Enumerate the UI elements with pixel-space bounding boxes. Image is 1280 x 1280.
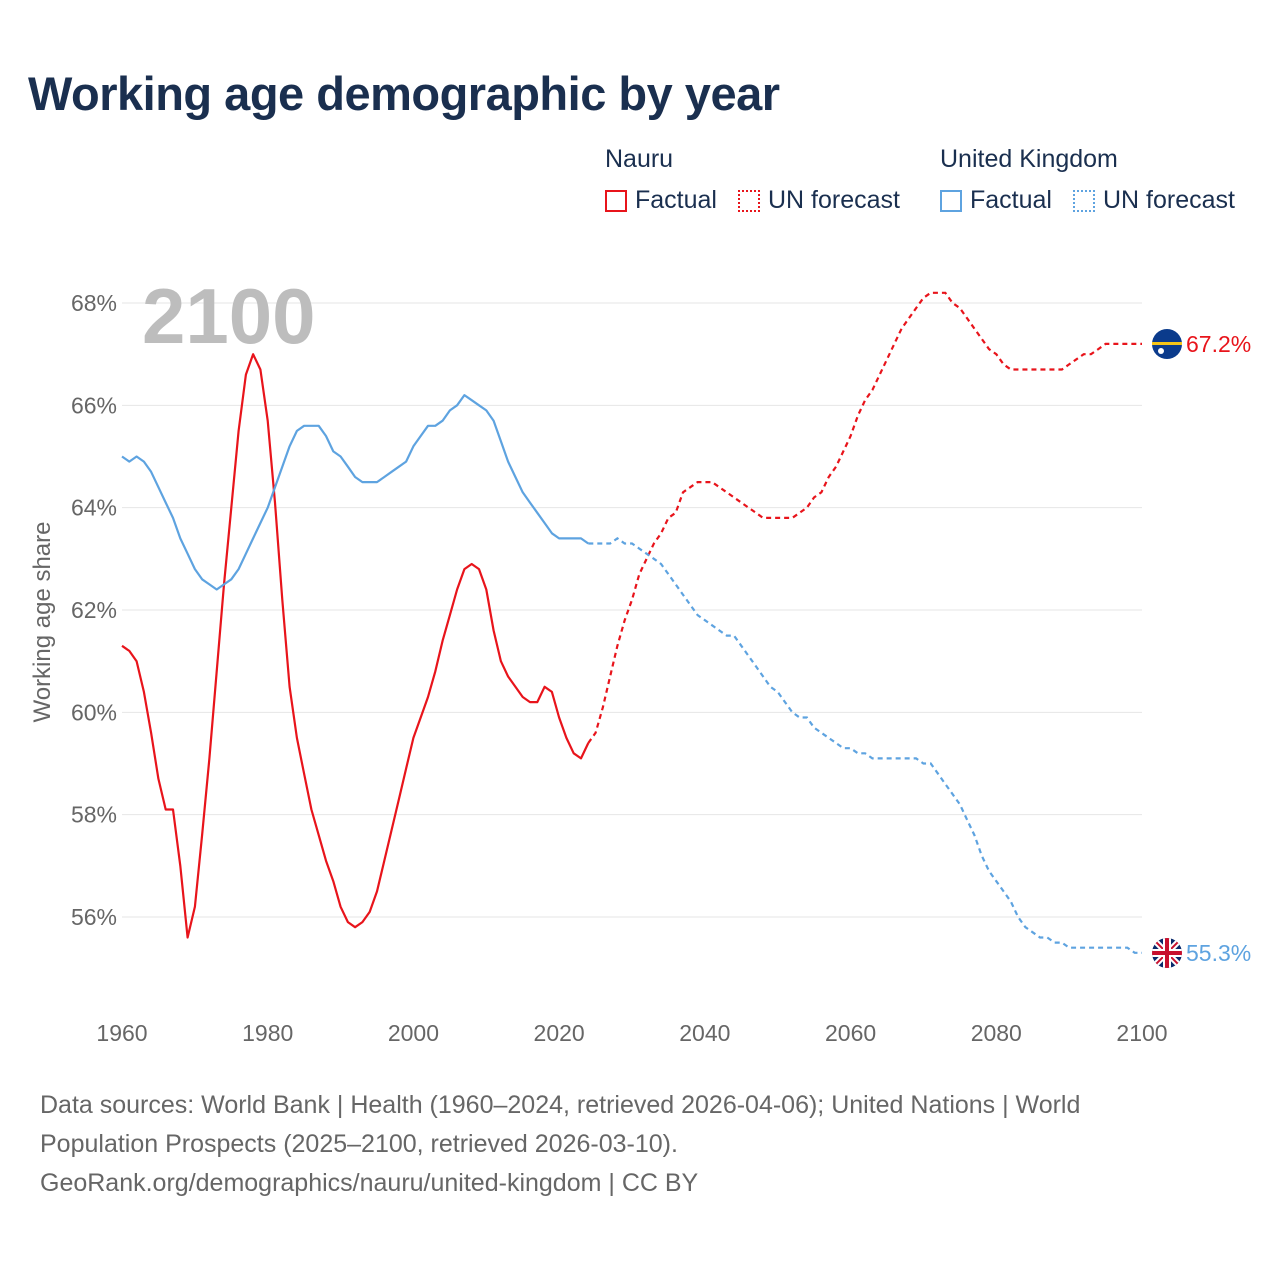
y-tick-label-66: 66% (71, 392, 117, 418)
footer-line-3: GeoRank.org/demographics/nauru/united-ki… (40, 1169, 699, 1197)
legend-item-uk-factual[interactable]: Factual (940, 186, 1052, 215)
footer-sources: Data sources: World Bank | Health (1960–… (40, 1086, 1220, 1203)
x-axis-ticks: 1960 1980 2000 2020 2040 2060 2080 2100 (96, 1020, 1167, 1046)
x-tick-label-2100: 2100 (1116, 1020, 1167, 1046)
x-tick-label-2080: 2080 (971, 1020, 1022, 1046)
y-axis-label: Working age share (29, 522, 56, 723)
legend-swatch-uk-factual (940, 189, 962, 212)
x-tick-label-2060: 2060 (825, 1020, 876, 1046)
legend-swatch-nauru-forecast (738, 189, 760, 212)
y-tick-label-58: 58% (71, 802, 117, 828)
footer-line-2: Population Prospects (2025–2100, retriev… (40, 1130, 678, 1158)
legend-group-united-kingdom: United Kingdom (940, 145, 1118, 173)
legend-item-nauru-forecast[interactable]: UN forecast (738, 186, 900, 215)
legend-label-uk-factual: Factual (970, 186, 1052, 214)
series-line-nauru-factual (121, 353, 590, 939)
y-tick-label-60: 60% (71, 699, 117, 725)
legend-label-uk-forecast: UN forecast (1103, 186, 1235, 214)
x-tick-label-2040: 2040 (679, 1020, 730, 1046)
x-tick-label-1980: 1980 (242, 1020, 293, 1046)
legend-label-nauru-forecast: UN forecast (768, 186, 900, 214)
end-markers: 67.2% 55.3% (1186, 331, 1251, 966)
grid-lines (122, 302, 1142, 918)
legend-swatch-uk-forecast (1073, 189, 1095, 212)
line-chart: 56% 58% 60% 62% 64% 66% 68% 1960 1980 2000 2020 20… (29, 272, 1251, 1046)
x-tick-label-2000: 2000 (388, 1020, 439, 1046)
legend-item-nauru-factual[interactable]: Factual (605, 186, 717, 215)
legend-swatch-nauru-factual (605, 189, 627, 212)
end-label-nauru: 67.2% (1186, 331, 1251, 357)
end-label-united-kingdom: 55.3% (1186, 940, 1251, 966)
series-line-nauru-forecast (587, 291, 1142, 744)
legend-item-uk-forecast[interactable]: UN forecast (1073, 186, 1235, 215)
footer-line-1: Data sources: World Bank | Health (1960–… (40, 1091, 1081, 1119)
series-lines (121, 291, 1142, 954)
x-tick-label-2020: 2020 (534, 1020, 585, 1046)
series-line-united-kingdom-factual (121, 394, 589, 591)
y-tick-label-68: 68% (71, 290, 117, 316)
nauru-flag-icon (1152, 329, 1182, 359)
y-tick-label-64: 64% (71, 495, 117, 521)
united-kingdom-flag-icon (1152, 938, 1182, 968)
legend-label-nauru-factual: Factual (635, 186, 717, 214)
y-tick-label-56: 56% (71, 904, 117, 930)
legend-group-nauru: Nauru (605, 145, 674, 173)
series-line-united-kingdom-forecast (588, 537, 1142, 954)
y-tick-label-62: 62% (71, 597, 117, 623)
year-watermark: 2100 (142, 272, 316, 360)
chart-title: Working age demographic by year (28, 67, 780, 120)
y-axis-ticks: 56% 58% 60% 62% 64% 66% 68% (71, 290, 117, 930)
x-tick-label-1960: 1960 (96, 1020, 147, 1046)
